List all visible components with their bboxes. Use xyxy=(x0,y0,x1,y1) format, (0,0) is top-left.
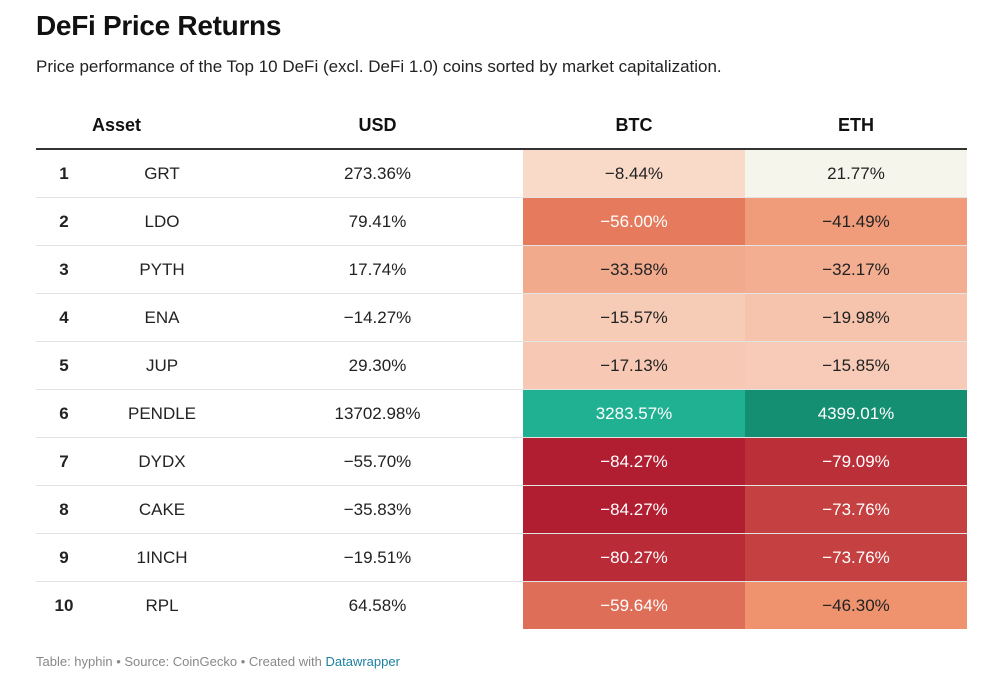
rank-cell: 10 xyxy=(54,595,74,615)
rank-cell: 9 xyxy=(36,533,92,582)
asset-cell: PYTH xyxy=(92,245,232,294)
header-asset[interactable]: Asset xyxy=(92,102,232,150)
eth-cell: −79.09% xyxy=(745,437,967,486)
btc-cell: −17.13% xyxy=(523,341,745,390)
rank-cell: 3 xyxy=(36,245,92,294)
rank-cell: 5 xyxy=(36,341,92,390)
usd-cell: 273.36% xyxy=(232,149,523,198)
datawrapper-link[interactable]: Datawrapper xyxy=(325,654,400,669)
footer: Table: hyphin • Source: CoinGecko • Crea… xyxy=(36,654,400,669)
eth-cell: 21.77% xyxy=(745,149,967,198)
header-row: Asset USD BTC ETH xyxy=(36,102,967,150)
usd-cell: 13702.98% xyxy=(232,389,523,438)
table-row: 9 1INCH −19.51% −80.27% −73.76% xyxy=(36,533,967,582)
usd-cell: 29.30% xyxy=(232,341,523,390)
chart-subtitle: Price performance of the Top 10 DeFi (ex… xyxy=(36,57,722,76)
table-row: 4 ENA −14.27% −15.57% −19.98% xyxy=(36,293,967,342)
btc-cell: −59.64% xyxy=(523,581,745,629)
table-row: 3 PYTH 17.74% −33.58% −32.17% xyxy=(36,245,967,294)
asset-cell: JUP xyxy=(92,341,232,390)
btc-cell: −8.44% xyxy=(523,149,745,198)
usd-cell: −14.27% xyxy=(232,293,523,342)
header-eth[interactable]: ETH xyxy=(745,102,967,150)
eth-cell: 4399.01% xyxy=(745,389,967,438)
rank-cell: 1 xyxy=(36,149,92,198)
table-row: 5 JUP 29.30% −17.13% −15.85% xyxy=(36,341,967,390)
btc-cell: −56.00% xyxy=(523,197,745,246)
asset-cell: PENDLE xyxy=(92,389,232,438)
btc-cell: −15.57% xyxy=(523,293,745,342)
table-row: 8 CAKE −35.83% −84.27% −73.76% xyxy=(36,485,967,534)
btc-cell: −33.58% xyxy=(523,245,745,294)
rank-cell: 2 xyxy=(36,197,92,246)
table-row: 2 LDO 79.41% −56.00% −41.49% xyxy=(36,197,967,246)
asset-cell: CAKE xyxy=(92,485,232,534)
asset-cell: LDO xyxy=(92,197,232,246)
asset-cell: DYDX xyxy=(92,437,232,486)
asset-cell: RPL xyxy=(145,595,179,615)
chart-title: DeFi Price Returns xyxy=(36,10,282,41)
rank-cell: 7 xyxy=(36,437,92,486)
footer-credits: Table: hyphin • Source: CoinGecko • Crea… xyxy=(36,654,326,669)
btc-cell: −84.27% xyxy=(523,437,745,486)
eth-cell: −46.30% xyxy=(745,581,967,629)
asset-cell: 1INCH xyxy=(92,533,232,582)
asset-cell: GRT xyxy=(92,149,232,198)
returns-table: Asset USD BTC ETH 1 GRT 273.36% −8.44% 21.77… xyxy=(36,102,967,629)
header-rank xyxy=(36,102,92,150)
usd-cell: 17.74% xyxy=(232,245,523,294)
table-body: 1 GRT 273.36% −8.44% 21.77% 2 LDO 79.41% −56.00%… xyxy=(36,149,967,629)
rank-cell: 8 xyxy=(36,485,92,534)
eth-cell: −73.76% xyxy=(745,533,967,582)
eth-cell: −32.17% xyxy=(745,245,967,294)
table-row: 7 DYDX −55.70% −84.27% −79.09% xyxy=(36,437,967,486)
usd-cell: −19.51% xyxy=(232,533,523,582)
rank-cell: 4 xyxy=(36,293,92,342)
usd-cell: 79.41% xyxy=(232,197,523,246)
table-row: 6 PENDLE 13702.98% 3283.57% 4399.01% xyxy=(36,389,967,438)
eth-cell: −73.76% xyxy=(745,485,967,534)
header-usd[interactable]: USD xyxy=(232,102,523,150)
table-row: 10 RPL 64.58% −59.64% −46.30% xyxy=(36,581,967,629)
btc-cell: 3283.57% xyxy=(523,389,745,438)
eth-cell: −15.85% xyxy=(745,341,967,390)
eth-cell: −41.49% xyxy=(745,197,967,246)
usd-cell: 64.58% xyxy=(348,595,407,615)
btc-cell: −80.27% xyxy=(523,533,745,582)
header-btc[interactable]: BTC xyxy=(523,102,745,150)
usd-cell: −35.83% xyxy=(232,485,523,534)
table-row: 1 GRT 273.36% −8.44% 21.77% xyxy=(36,149,967,198)
eth-cell: −19.98% xyxy=(745,293,967,342)
rank-cell: 6 xyxy=(36,389,92,438)
btc-cell: −84.27% xyxy=(523,485,745,534)
usd-cell: −55.70% xyxy=(232,437,523,486)
asset-cell: ENA xyxy=(92,293,232,342)
